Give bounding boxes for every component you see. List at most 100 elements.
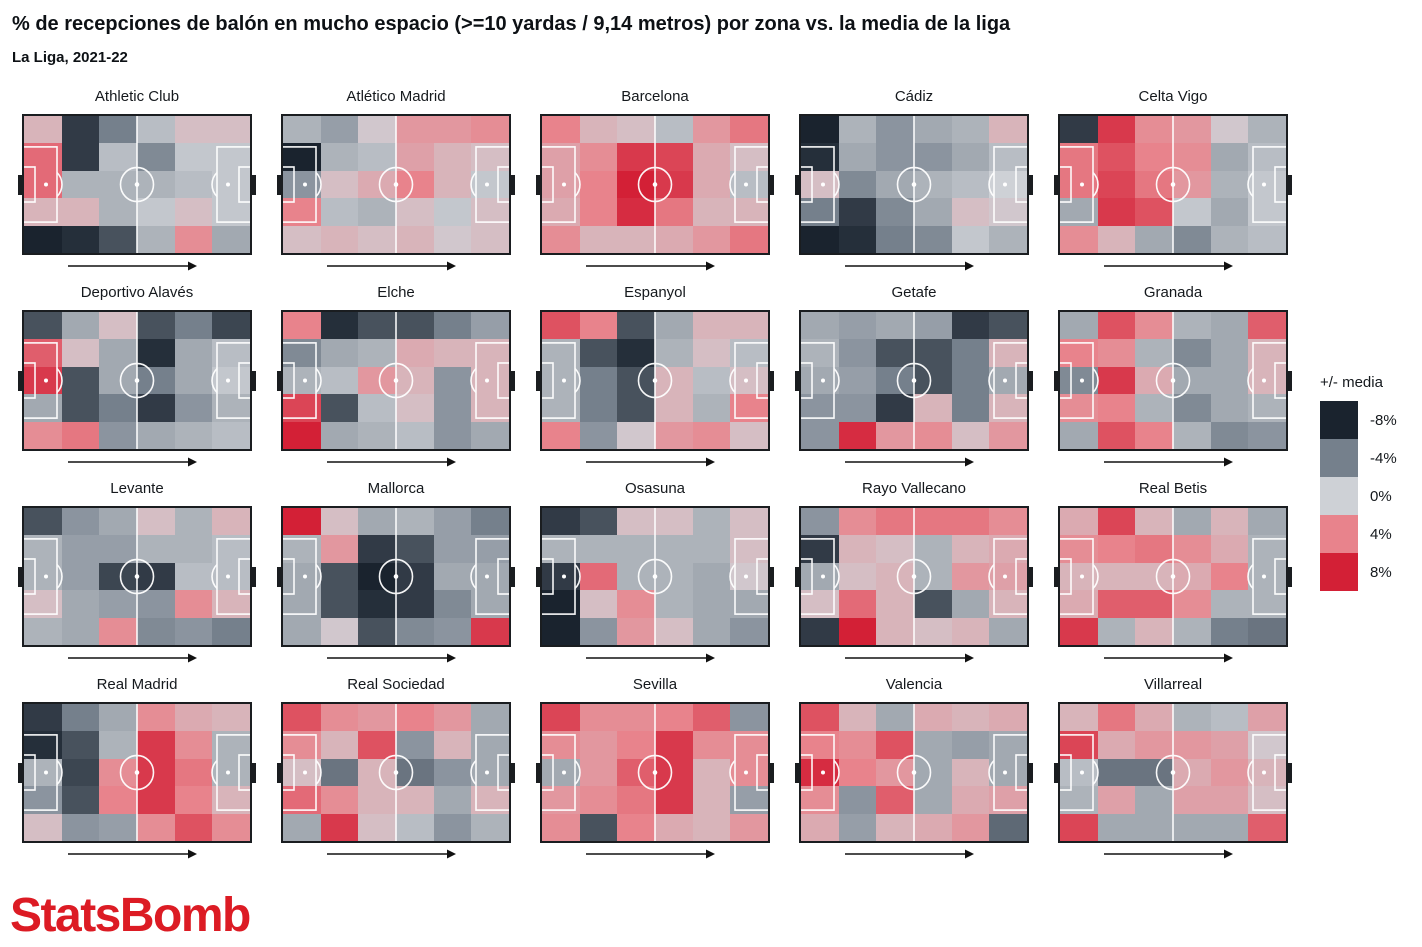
team-block: Barcelona	[536, 86, 774, 273]
pitch-heatmap	[1054, 114, 1292, 255]
heatmap-cell	[24, 225, 62, 253]
heatmap-cells	[283, 704, 509, 841]
heatmap-cell	[61, 198, 100, 226]
heatmap-cell	[914, 758, 952, 787]
heatmap-cell	[137, 731, 175, 759]
heatmap-cell	[989, 312, 1027, 340]
heatmap-cell	[579, 704, 618, 732]
heatmap-cell	[61, 535, 100, 563]
heatmap-cell	[174, 170, 213, 199]
heatmap-cell	[801, 590, 839, 618]
pitch-grid: Athletic Club Atlético Madrid Barcelona Cád…	[18, 86, 1292, 861]
heatmap-cell	[320, 116, 359, 144]
heatmap-cell	[801, 562, 839, 591]
heatmap-cell	[542, 170, 580, 199]
heatmap-cell	[212, 198, 250, 226]
pitch-heatmap	[18, 114, 256, 255]
heatmap-cell	[1097, 758, 1136, 787]
heatmap-cell	[730, 758, 768, 787]
team-block: Cádiz	[795, 86, 1033, 273]
heatmap-cell	[1173, 198, 1211, 226]
heatmap-cell	[655, 562, 693, 591]
heatmap-cell	[1173, 704, 1211, 732]
heatmap-cell	[730, 786, 768, 814]
legend-entry: 0%	[1320, 477, 1397, 515]
heatmap-cell	[876, 617, 914, 645]
goal-left-icon	[795, 174, 799, 195]
heatmap-cell	[655, 366, 693, 395]
heatmap-cell	[617, 143, 655, 171]
heatmap-cell	[951, 508, 990, 536]
heatmap-cell	[1135, 366, 1173, 395]
heatmap-cell	[1135, 758, 1173, 787]
heatmap-cell	[320, 394, 359, 422]
heatmap-cell	[1210, 394, 1249, 422]
heatmap-cell	[542, 617, 580, 645]
goal-right-icon	[511, 174, 515, 195]
heatmap-cell	[655, 394, 693, 422]
heatmap-cell	[396, 508, 434, 536]
heatmap-cells	[283, 312, 509, 449]
heatmap-cell	[617, 312, 655, 340]
heatmap-cell	[283, 758, 321, 787]
heatmap-cell	[1173, 786, 1211, 814]
heatmap-cell	[283, 562, 321, 591]
team-name: Villarreal	[1143, 676, 1203, 693]
heatmap-cell	[61, 421, 100, 449]
heatmap-cell	[1173, 508, 1211, 536]
goal-right-icon	[511, 762, 515, 783]
heatmap-cell	[99, 731, 137, 759]
heatmap-cell	[579, 312, 618, 340]
heatmap-cell	[951, 786, 990, 814]
heatmap-cell	[61, 366, 100, 395]
heatmap-cell	[730, 704, 768, 732]
heatmap-cell	[433, 508, 472, 536]
heatmap-cell	[1097, 312, 1136, 340]
team-block: Elche	[277, 282, 515, 469]
team-name: Barcelona	[621, 88, 689, 105]
heatmap-cell	[617, 758, 655, 787]
heatmap-cell	[1060, 394, 1098, 422]
legend-label: 0%	[1370, 487, 1392, 505]
heatmap-cell	[951, 590, 990, 618]
heatmap-cell	[914, 394, 952, 422]
heatmap-cell	[137, 562, 175, 591]
heatmap-cell	[914, 731, 952, 759]
heatmap-cell	[320, 617, 359, 645]
goal-right-icon	[252, 370, 256, 391]
goal-left-icon	[1054, 174, 1058, 195]
heatmap-cell	[1173, 758, 1211, 787]
heatmap-cell	[1060, 225, 1098, 253]
team-block: Mallorca	[277, 478, 515, 665]
heatmap-cell	[1173, 617, 1211, 645]
heatmap-cell	[174, 704, 213, 732]
heatmap-cell	[433, 116, 472, 144]
heatmap-cell	[471, 116, 509, 144]
team-name: Sevilla	[632, 676, 678, 693]
heatmap-cell	[24, 312, 62, 340]
heatmap-cell	[542, 116, 580, 144]
heatmap-cell	[1210, 731, 1249, 759]
heatmap-cell	[579, 535, 618, 563]
goal-right-icon	[1288, 566, 1292, 587]
heatmap-cell	[989, 225, 1027, 253]
heatmap-cell	[433, 225, 472, 253]
heatmap-cell	[212, 116, 250, 144]
heatmap-cell	[99, 508, 137, 536]
heatmap-cell	[320, 590, 359, 618]
heatmap-cell	[358, 143, 396, 171]
heatmap-cell	[61, 116, 100, 144]
heatmap-cell	[1097, 508, 1136, 536]
heatmap-cell	[1135, 731, 1173, 759]
heatmap-cell	[212, 813, 250, 841]
heatmap-cell	[433, 758, 472, 787]
heatmap-cell	[579, 143, 618, 171]
heatmap-cell	[542, 366, 580, 395]
heatmap-cell	[396, 617, 434, 645]
heatmap-cell	[471, 617, 509, 645]
heatmap-cell	[951, 225, 990, 253]
heatmap-cell	[137, 758, 175, 787]
heatmap-cell	[358, 813, 396, 841]
heatmap-cell	[283, 339, 321, 367]
goal-right-icon	[1029, 762, 1033, 783]
